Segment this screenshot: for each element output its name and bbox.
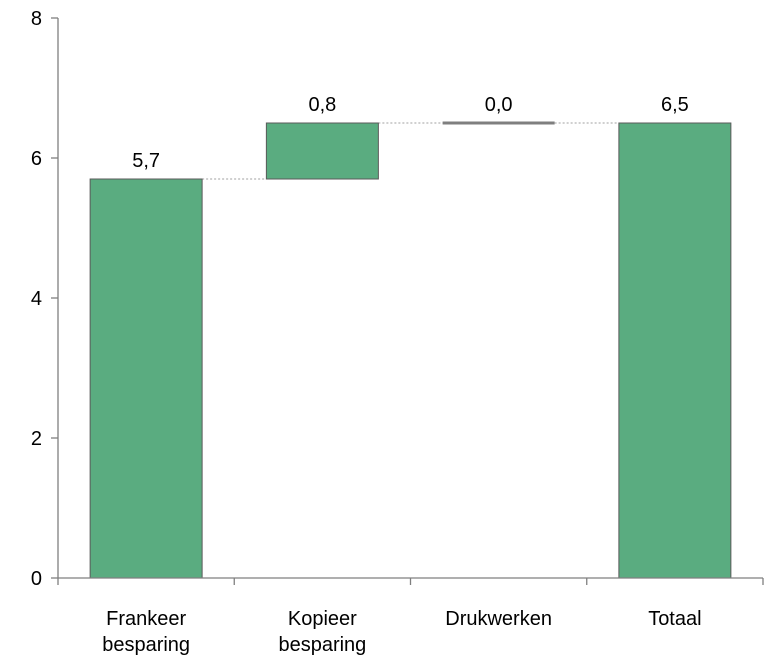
x-tick-label: Drukwerken [445,608,552,630]
y-tick-label: 4 [31,288,42,310]
x-tick-label-line: Frankeer [106,608,186,630]
x-tick-label-line: besparing [102,634,190,656]
y-tick-label: 6 [31,148,42,170]
data-label: 5,7 [132,150,160,172]
x-tick-label-line: besparing [278,634,366,656]
x-tick-label: Kopieer besparing [278,608,366,656]
bars [89,121,732,579]
y-tick-label: 0 [31,568,42,590]
x-tick-label-line: Kopieer [288,608,357,630]
axes: 0 2 4 6 8 [31,8,764,590]
labels: 5,7 Frankeer besparing 0,8 Kopieer besparing 0… [102,94,701,656]
data-label: 6,5 [661,94,689,116]
x-tick-label: Totaal [648,608,701,630]
y-tick-label: 2 [31,428,42,450]
x-tick-label: Frankeer besparing [102,608,190,656]
connector-lines [202,122,619,180]
y-tick-label: 8 [31,8,42,30]
data-label: 0,0 [485,94,513,116]
bar [265,122,379,180]
bar [89,178,203,579]
x-tick-label-line: Totaal [648,608,701,630]
data-label: 0,8 [308,94,336,116]
x-tick-label-line: Drukwerken [445,608,552,630]
bar [618,122,732,579]
